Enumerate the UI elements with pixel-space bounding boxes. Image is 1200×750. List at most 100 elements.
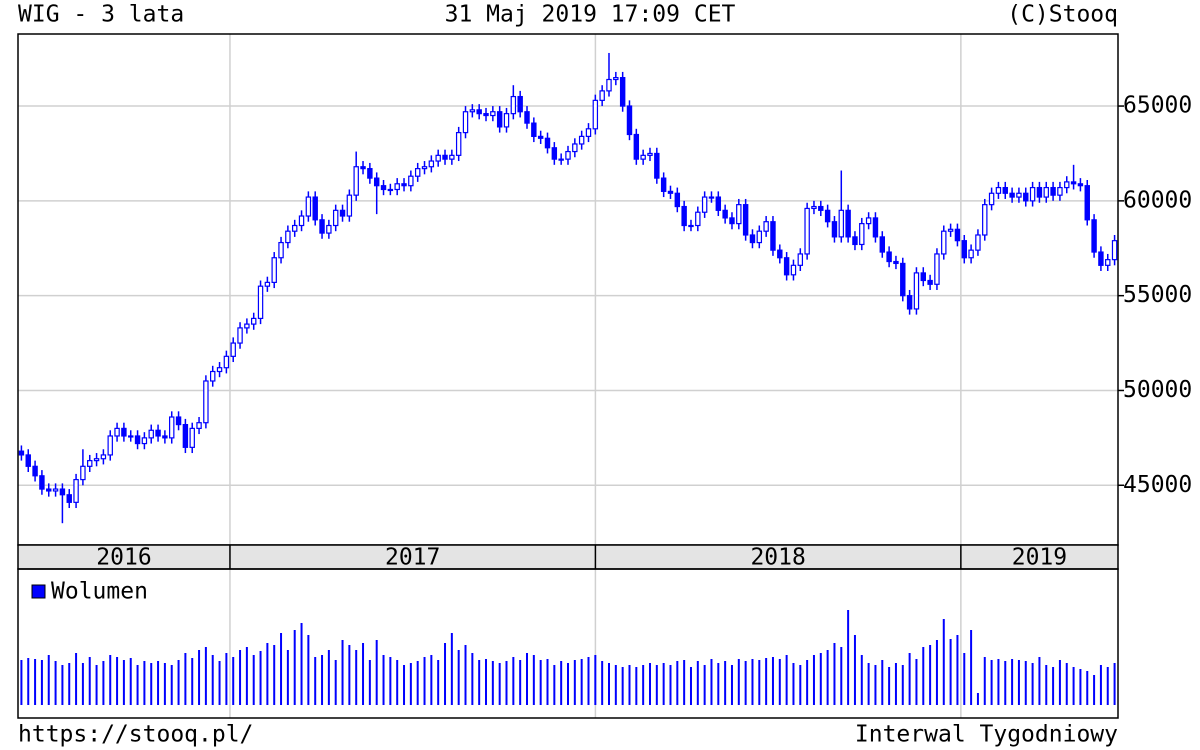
y-tick-label: 50000 [1123, 377, 1192, 403]
candle-body [189, 427, 195, 448]
candle-body [1050, 186, 1056, 196]
candle-body [1070, 181, 1077, 185]
candle-body [886, 251, 892, 263]
candle-body [517, 95, 523, 113]
candle-body [934, 253, 940, 285]
candle-body [900, 262, 906, 297]
y-tick-label: 55000 [1123, 282, 1192, 308]
candle-body [169, 416, 175, 439]
candle-body [483, 113, 489, 117]
candle-body [373, 177, 380, 187]
candle-body [633, 133, 640, 160]
candle-body [455, 131, 462, 156]
candle-body [824, 209, 831, 223]
candle-body [770, 221, 776, 251]
candle-body [879, 236, 886, 253]
candle-body [1111, 240, 1118, 261]
candle-body [360, 166, 366, 170]
candle-body [961, 240, 967, 259]
candle-body [865, 217, 872, 225]
candle-body [674, 192, 681, 208]
candle-body [162, 435, 168, 439]
candle-body [1084, 185, 1090, 221]
candle-body [134, 435, 141, 445]
candle-body [968, 249, 974, 259]
candle-body [893, 260, 899, 265]
candle-body [175, 416, 182, 426]
candle-body [544, 137, 551, 149]
candle-body [285, 230, 291, 244]
candle-body [210, 370, 216, 382]
legend-label: Wolumen [51, 579, 148, 605]
candle-body [510, 95, 517, 115]
candle-body [777, 249, 783, 259]
candle-body [667, 190, 674, 194]
candle-body [736, 204, 742, 225]
candle-body [278, 241, 284, 259]
candle-body [995, 186, 1002, 194]
candle-body [920, 272, 926, 282]
candle-body [613, 77, 619, 81]
candle-body [845, 209, 851, 238]
candle-body [859, 223, 865, 246]
candle-body [872, 217, 879, 238]
candle-body [524, 111, 530, 124]
candle-body [264, 281, 271, 287]
candle-body [408, 175, 414, 187]
candle-body [305, 196, 312, 217]
candle-body [496, 111, 503, 128]
candle-body [558, 158, 564, 161]
candle-body [353, 166, 359, 196]
candle-body [1016, 192, 1022, 198]
candle-body [141, 437, 148, 445]
candle-body [442, 154, 448, 160]
candle-body [619, 77, 626, 107]
candle-body [585, 128, 592, 137]
candle-body [941, 230, 947, 255]
candle-body [763, 221, 769, 232]
candle-body [346, 194, 353, 217]
legend-swatch [31, 584, 46, 599]
candle-body [715, 196, 722, 211]
candle-body [640, 154, 646, 160]
candle-body [326, 224, 332, 234]
candle-body [449, 154, 455, 160]
interval: Interwal Tygodniowy [855, 722, 1118, 748]
candle-body [988, 192, 995, 206]
candle-body [783, 257, 790, 276]
year-label: 2017 [385, 545, 440, 571]
candle-body [1064, 181, 1070, 189]
candle-body [790, 264, 797, 276]
candle-body [46, 488, 52, 492]
candle-body [80, 465, 86, 481]
candle-body [797, 253, 804, 266]
candle-body [701, 196, 708, 213]
plot-layer [18, 34, 1118, 718]
candle-body [414, 168, 421, 177]
candle-body [52, 488, 59, 492]
candle-body [87, 460, 93, 467]
candle-body [339, 209, 346, 217]
candle-body [312, 196, 318, 221]
candle-body [804, 207, 810, 255]
candle-body [688, 224, 694, 228]
source: (C)Stooq [1007, 2, 1118, 28]
candle-body [462, 111, 469, 134]
candle-body [578, 135, 585, 145]
candle-body [592, 99, 599, 130]
candle-body [742, 204, 749, 236]
candle-body [1009, 192, 1015, 198]
candle-body [681, 205, 687, 227]
y-tick-label: 60000 [1123, 187, 1192, 213]
candle-body [654, 152, 660, 179]
candle-body [947, 228, 954, 232]
candle-body [1002, 186, 1008, 194]
candle-body [729, 217, 735, 225]
candle-body [503, 113, 510, 128]
candle-body [565, 150, 571, 160]
candle-body [906, 295, 913, 310]
y-tick-label: 45000 [1123, 472, 1192, 498]
candle-body [537, 135, 544, 139]
